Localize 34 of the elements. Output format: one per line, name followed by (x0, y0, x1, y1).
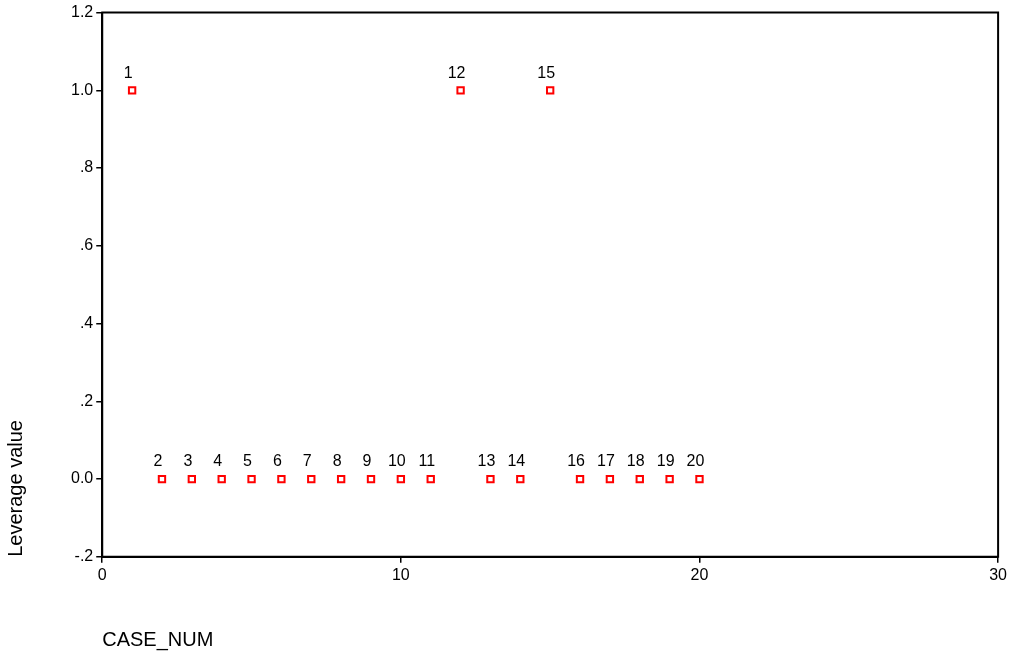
y-tick-label: .6 (79, 236, 94, 254)
x-tick-label: 10 (391, 565, 410, 583)
annotation: 9 (362, 452, 372, 470)
y-tick-label: .8 (79, 158, 94, 176)
y-tick-label: -.2 (74, 547, 94, 565)
x-axis-title: CASE_NUM (102, 627, 214, 651)
annotation: 10 (387, 452, 406, 470)
y-tick-label: 1.2 (70, 3, 94, 21)
annotation: 13 (477, 452, 496, 470)
annotation: 4 (213, 452, 223, 470)
annotation: 16 (567, 452, 586, 470)
x-tick-label: 0 (97, 565, 107, 583)
annotation: 1 (123, 63, 133, 81)
annotation: 19 (656, 452, 675, 470)
annotation: 17 (597, 452, 615, 470)
annotation: 7 (302, 452, 312, 470)
annotation: 5 (243, 452, 253, 470)
annotation: 12 (447, 63, 466, 81)
annotation: 14 (507, 452, 526, 470)
annotation: 2 (153, 452, 163, 470)
x-tick-label: 20 (690, 565, 709, 583)
annotation: 15 (537, 63, 556, 81)
annotation: 6 (272, 452, 282, 470)
y-tick-label: 0.0 (70, 469, 94, 487)
x-tick-label: 30 (989, 565, 1008, 583)
annotation: 18 (626, 452, 645, 470)
y-tick-label: 1.0 (70, 80, 94, 98)
y-tick-label: .2 (79, 391, 94, 409)
y-axis-title: Leverage value (3, 420, 26, 557)
annotation: 8 (332, 452, 342, 470)
annotation: 3 (183, 452, 193, 470)
annotation: 11 (418, 452, 436, 470)
y-tick-label: .4 (79, 313, 94, 331)
annotation: 20 (686, 452, 705, 470)
